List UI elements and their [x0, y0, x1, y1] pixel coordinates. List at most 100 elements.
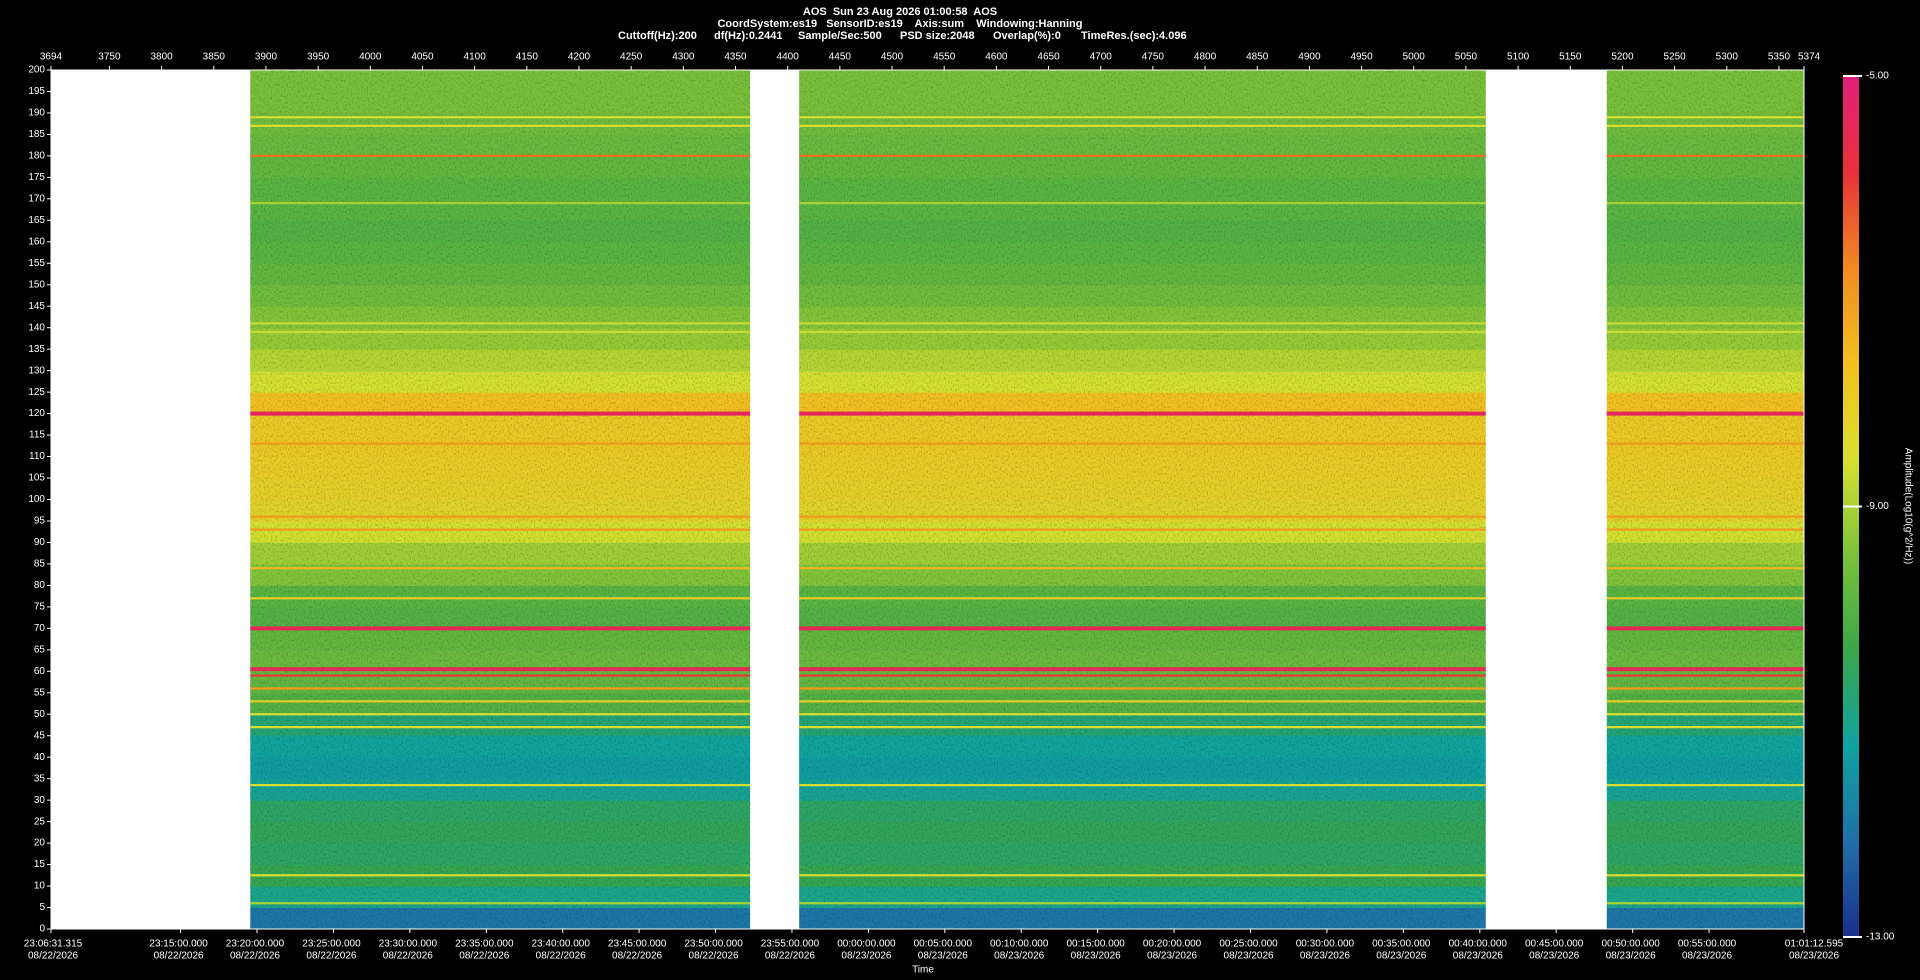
time-tick-date: 08/22/2026 [154, 951, 204, 962]
x-axis-label: Time [912, 965, 934, 976]
spectral-line [799, 626, 1486, 631]
y-tick-label: 180 [28, 151, 45, 162]
spectral-line [1606, 515, 1804, 518]
y-tick-label: 145 [28, 301, 45, 312]
y-tick-label: 110 [29, 451, 45, 462]
spectral-line [1606, 674, 1804, 677]
time-tick-label: 23:20:00.000 [226, 939, 285, 950]
x-tick-label: 4600 [985, 52, 1008, 63]
colorbar-tick-label: -13.00 [1866, 932, 1895, 943]
x-tick-label: 4900 [1298, 52, 1321, 63]
y-tick-label: 80 [34, 580, 46, 591]
y-tick-label: 185 [28, 129, 45, 140]
spectral-line [250, 667, 751, 672]
y-tick-label: 85 [34, 559, 46, 570]
spectral-line [799, 154, 1486, 157]
spectral-line [799, 202, 1486, 205]
parameter: Overlap(%):0 [993, 30, 1061, 42]
spectral-line [799, 902, 1486, 905]
spectral-line [1606, 784, 1804, 787]
y-tick-label: 175 [28, 172, 45, 183]
spectral-line [799, 528, 1486, 531]
spectral-line [250, 411, 751, 416]
spectral-line [799, 124, 1486, 127]
y-tick-label: 0 [39, 924, 45, 935]
y-tick-label: 115 [29, 430, 45, 441]
time-tick-date: 08/22/2026 [689, 951, 739, 962]
spectral-line [799, 784, 1486, 787]
time-tick-label: 00:50:00.000 [1601, 939, 1660, 950]
segment [250, 70, 751, 930]
spectral-line [799, 322, 1486, 325]
noise-texture [799, 70, 1486, 929]
spectral-line [250, 322, 751, 325]
spectral-line [1606, 322, 1804, 325]
time-tick-label: 00:00:00.000 [837, 939, 896, 950]
spectral-line [250, 687, 751, 690]
x-tick-label: 5000 [1403, 52, 1426, 63]
spectral-line [250, 874, 751, 877]
spectral-line [1606, 202, 1804, 205]
x-tick-label: 4000 [359, 52, 382, 63]
x-tick-label: 5200 [1611, 52, 1634, 63]
y-tick-label: 135 [28, 344, 45, 355]
y-tick-label: 5 [39, 902, 45, 913]
spectral-line [799, 713, 1486, 716]
spectral-line [250, 726, 751, 729]
time-tick-date: 08/23/2026 [1453, 951, 1503, 962]
x-tick-label: 4950 [1350, 52, 1373, 63]
spectral-line [250, 528, 751, 531]
spectral-line [1606, 700, 1804, 703]
y-tick-label: 155 [28, 258, 45, 269]
time-tick-date: 08/23/2026 [1529, 951, 1579, 962]
time-tick-label: 23:25:00.000 [302, 939, 361, 950]
colorbar-tick-label: -5.00 [1866, 71, 1889, 82]
x-tick-label: 3950 [307, 52, 330, 63]
time-tick-label: 00:40:00.000 [1449, 939, 1508, 950]
time-tick-date: 08/23/2026 [1300, 951, 1350, 962]
y-tick-label: 170 [28, 193, 45, 204]
y-tick-label: 100 [28, 494, 45, 505]
x-tick-label: 4850 [1246, 52, 1269, 63]
y-tick-label: 45 [34, 730, 46, 741]
spectral-line [250, 567, 751, 570]
y-tick-label: 65 [34, 644, 46, 655]
x-tick-label: 3900 [255, 52, 278, 63]
y-tick-label: 40 [34, 752, 46, 763]
time-tick-label: 23:50:00.000 [684, 939, 743, 950]
time-tick-label: 00:05:00.000 [914, 939, 973, 950]
noise-texture [250, 70, 751, 929]
time-tick-date: 08/23/2026 [1147, 951, 1197, 962]
x-tick-label: 5350 [1768, 52, 1791, 63]
x-tick-label: 4100 [464, 52, 487, 63]
x-tick-label: 3750 [98, 52, 121, 63]
x-tick-label: 3694 [40, 52, 63, 63]
y-tick-label: 200 [28, 65, 45, 76]
time-tick-date: 08/22/2026 [383, 951, 433, 962]
time-tick-date: 08/22/2026 [28, 951, 78, 962]
time-tick-label: 23:45:00.000 [608, 939, 667, 950]
spectral-line [799, 674, 1486, 677]
time-tick-date: 08/23/2026 [1789, 951, 1839, 962]
time-tick-label: 00:25:00.000 [1219, 939, 1278, 950]
time-tick-label: 00:10:00.000 [990, 939, 1049, 950]
spectral-line [250, 784, 751, 787]
spectral-line [1606, 687, 1804, 690]
time-tick-date: 08/23/2026 [1606, 951, 1656, 962]
spectral-line [250, 202, 751, 205]
x-tick-label: 4250 [620, 52, 643, 63]
spectral-line [799, 116, 1486, 119]
x-tick-label: 3800 [150, 52, 173, 63]
spectral-line [1606, 667, 1804, 672]
x-tick-label: 5050 [1455, 52, 1478, 63]
spectral-line [799, 369, 1486, 372]
spectral-line [1606, 411, 1804, 416]
parameter: Sample/Sec:500 [798, 30, 882, 42]
x-tick-label: 3850 [203, 52, 226, 63]
parameter: PSD size:2048 [900, 30, 975, 42]
spectral-line [250, 902, 751, 905]
y-tick-label: 190 [28, 108, 45, 119]
time-tick-label: 23:15:00.000 [149, 939, 208, 950]
